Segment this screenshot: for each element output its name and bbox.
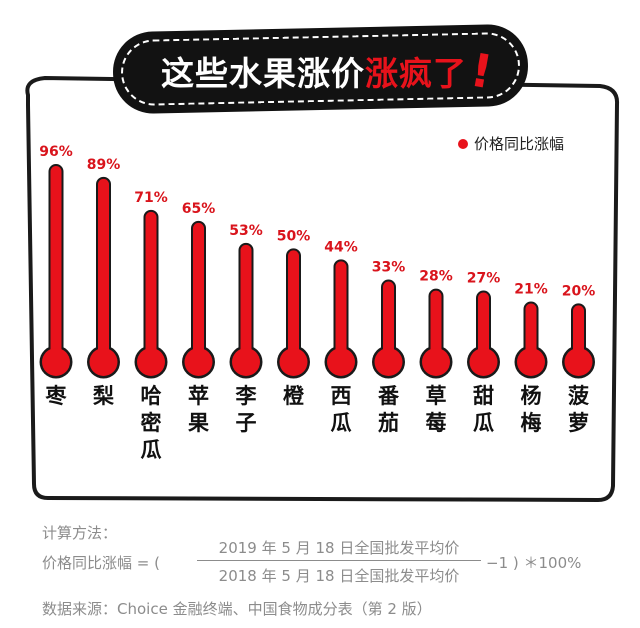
bar-stem [240, 244, 252, 362]
svg-text:茄: 茄 [378, 411, 399, 435]
chart-title: 这些水果涨价 涨疯了 ! [142, 42, 512, 100]
bar-bulb [279, 348, 308, 376]
svg-text:哈: 哈 [141, 384, 162, 408]
bar-bulb [184, 348, 213, 376]
bar-stem [288, 250, 299, 362]
svg-text:草: 草 [426, 384, 447, 408]
svg-text:苹: 苹 [188, 384, 209, 408]
bar-stem [525, 303, 537, 362]
svg-text:李: 李 [235, 384, 258, 408]
value-label: 96% [39, 144, 73, 160]
svg-text:莓: 莓 [426, 411, 447, 435]
formula-prefix: 价格同比涨幅 = ( [42, 554, 160, 572]
thermometer-bar [562, 303, 595, 379]
value-label: 28% [419, 269, 453, 285]
bar-stem [383, 281, 394, 362]
category-label: 番茄 [377, 384, 400, 435]
svg-text:菠: 菠 [568, 384, 590, 408]
category-label: 橙 [283, 384, 305, 408]
thermometer-bar [419, 288, 453, 379]
value-label: 44% [324, 239, 358, 255]
thermometer-bar [324, 259, 358, 379]
bar-stem [98, 178, 109, 362]
svg-text:梨: 梨 [93, 384, 114, 408]
bar-stem [193, 222, 204, 362]
svg-text:瓜: 瓜 [473, 411, 494, 435]
svg-text:甜: 甜 [473, 384, 494, 408]
svg-text:杨: 杨 [521, 384, 542, 408]
formula-numerator: 2019 年 5 月 18 日全国批发平均价 [218, 539, 460, 557]
category-label: 西瓜 [331, 384, 352, 435]
category-label: 苹果 [188, 384, 209, 435]
category-label: 枣 [45, 384, 68, 408]
bar-stem [335, 261, 347, 362]
bar-bulb [232, 348, 260, 376]
legend-marker [458, 138, 468, 149]
value-label: 50% [277, 228, 311, 244]
bar-bulb [89, 348, 118, 376]
thermometer-bar [39, 164, 73, 379]
svg-text:橙: 橙 [283, 384, 305, 408]
svg-text:瓜: 瓜 [141, 438, 162, 462]
svg-text:密: 密 [141, 411, 162, 435]
data-source: 数据来源：Choice 金融终端、中国食物成分表（第 2 版） [42, 600, 432, 618]
svg-text:果: 果 [188, 411, 209, 435]
category-label: 草莓 [426, 384, 447, 435]
bar-stem [50, 166, 62, 362]
value-label: 27% [467, 271, 501, 287]
thermometer-bar [87, 176, 120, 379]
formula-suffix: −1 ) ＊100% [486, 554, 582, 572]
thermometer-bar [134, 209, 168, 379]
value-label: 53% [229, 223, 263, 239]
bar-bulb [374, 348, 403, 376]
category-label: 哈密瓜 [141, 384, 162, 462]
thermometer-bar [372, 279, 405, 379]
legend: 价格同比涨幅 [458, 133, 564, 154]
bar-stem [430, 290, 442, 362]
legend-label: 价格同比涨幅 [474, 135, 565, 153]
formula-denominator: 2018 年 5 月 18 日全国批发平均价 [218, 567, 460, 585]
title-part-2: 涨疯了 [365, 54, 467, 93]
svg-text:瓜: 瓜 [331, 411, 352, 435]
bar-bulb [564, 348, 593, 376]
thermometer-bar [514, 301, 548, 379]
method-label: 计算方法： [42, 524, 118, 542]
value-label: 71% [134, 190, 168, 206]
bar-bulb [422, 348, 450, 376]
category-label: 甜瓜 [473, 384, 494, 435]
value-label: 21% [514, 282, 548, 298]
svg-text:萝: 萝 [568, 411, 589, 435]
svg-text:枣: 枣 [45, 384, 68, 408]
bar-stem [573, 305, 584, 362]
category-label: 李子 [235, 384, 258, 435]
bar-bulb [42, 348, 70, 376]
thermometer-bar [277, 248, 310, 379]
svg-text:子: 子 [236, 411, 257, 435]
exclamation-mark: ! [466, 42, 498, 100]
svg-text:西: 西 [331, 384, 352, 408]
fraction-line [197, 560, 481, 561]
svg-text:番: 番 [377, 384, 400, 408]
bar-stem [145, 211, 157, 362]
svg-text:梅: 梅 [521, 411, 542, 435]
value-label: 65% [182, 201, 216, 217]
value-label: 33% [372, 260, 406, 276]
value-label: 89% [87, 157, 121, 173]
category-label: 梨 [93, 384, 114, 408]
bar-stem [478, 292, 489, 362]
thermometer-bar [229, 242, 263, 379]
bar-bulb [327, 348, 355, 376]
bar-bulb [517, 348, 545, 376]
thermometer-bar [182, 220, 215, 379]
bar-bulb [469, 348, 498, 376]
thermometer-bar [467, 290, 500, 379]
category-label: 菠萝 [568, 384, 590, 435]
title-part-1: 这些水果涨价 [161, 54, 365, 93]
category-label: 杨梅 [521, 384, 542, 435]
bar-bulb [137, 348, 165, 376]
value-label: 20% [562, 283, 596, 299]
